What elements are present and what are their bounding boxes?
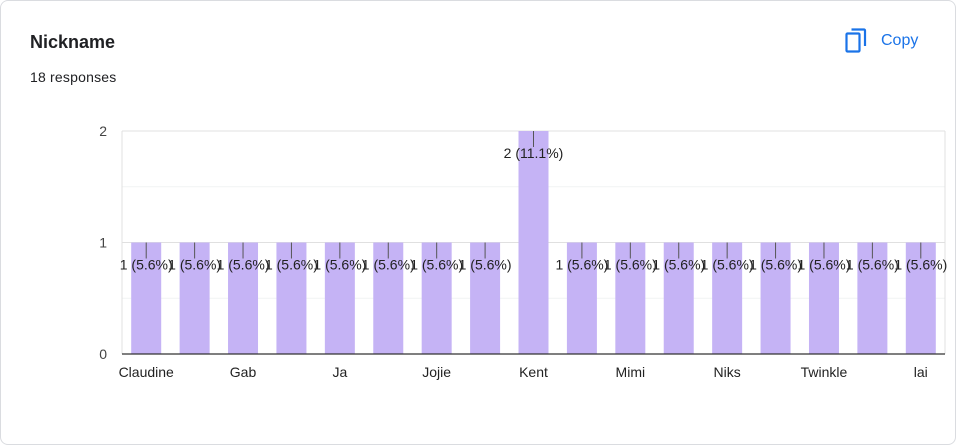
data-label: 1 (5.6%) <box>362 257 415 273</box>
copy-label: Copy <box>881 32 919 49</box>
x-tick-label: Gab <box>230 364 257 380</box>
data-label: 1 (5.6%) <box>168 257 221 273</box>
x-tick-label: Mimi <box>616 364 646 380</box>
data-label: 1 (5.6%) <box>313 257 366 273</box>
data-label: 1 (5.6%) <box>459 257 512 273</box>
copy-button[interactable]: Copy <box>839 25 924 57</box>
copy-icon <box>845 28 867 53</box>
data-label: 1 (5.6%) <box>846 257 899 273</box>
y-tick-label: 2 <box>99 123 107 139</box>
data-label: 1 (5.6%) <box>410 257 463 273</box>
data-label: 1 (5.6%) <box>749 257 802 273</box>
bar <box>373 242 404 354</box>
x-tick-label: Claudine <box>119 364 174 380</box>
data-label: 1 (5.6%) <box>120 257 173 273</box>
data-label: 1 (5.6%) <box>555 257 608 273</box>
question-title: Nickname <box>30 32 116 52</box>
y-tick-label: 1 <box>99 235 107 251</box>
y-tick-label: 0 <box>99 346 107 362</box>
bar <box>179 242 210 354</box>
x-tick-label: Jojie <box>422 364 451 380</box>
data-label: 2 (11.1%) <box>504 145 564 161</box>
bar <box>324 242 355 354</box>
bar <box>760 242 791 354</box>
x-tick-label: Kent <box>519 364 548 380</box>
bar <box>518 131 549 354</box>
bar <box>905 242 936 354</box>
data-label: 1 (5.6%) <box>217 257 270 273</box>
data-label: 1 (5.6%) <box>798 257 851 273</box>
x-tick-label: Twinkle <box>801 364 848 380</box>
bar <box>228 242 259 354</box>
bar <box>712 242 743 354</box>
data-label: 1 (5.6%) <box>604 257 657 273</box>
data-label: 1 (5.6%) <box>265 257 318 273</box>
x-tick-label: Niks <box>714 364 741 380</box>
bar <box>421 242 452 354</box>
bar <box>566 242 597 354</box>
bar <box>615 242 646 354</box>
bar <box>663 242 694 354</box>
bar <box>131 242 162 354</box>
response-count: 18 responses <box>30 69 117 85</box>
data-label: 1 (5.6%) <box>652 257 705 273</box>
data-label: 1 (5.6%) <box>894 257 947 273</box>
bar <box>808 242 839 354</box>
bar <box>276 242 307 354</box>
bar <box>470 242 501 354</box>
data-label: 1 (5.6%) <box>701 257 754 273</box>
x-tick-label: Ja <box>332 364 347 380</box>
x-tick-label: lai <box>914 364 928 380</box>
bar <box>857 242 888 354</box>
